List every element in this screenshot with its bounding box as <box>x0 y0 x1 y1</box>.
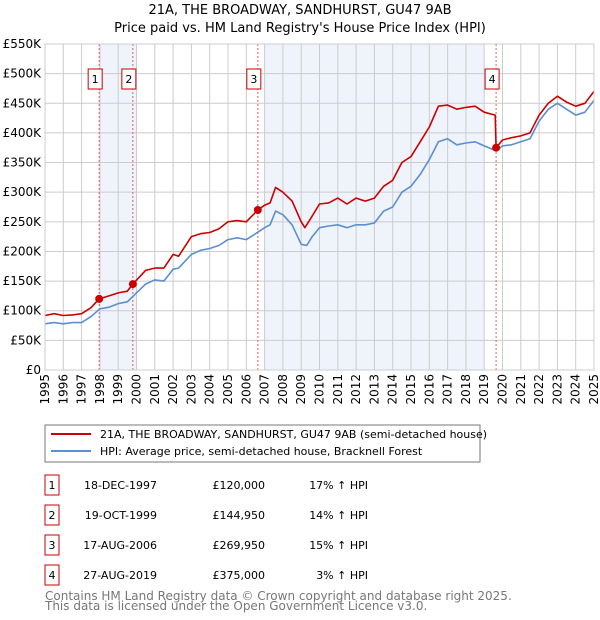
x-tick-label: 2004 <box>203 374 217 405</box>
x-tick-label: 2010 <box>313 374 327 405</box>
property-price-line <box>44 90 595 317</box>
transaction-hpi-diff: 17% ↑ HPI <box>309 479 368 492</box>
plot-area: 1995 1996 1997 1998 1999 2000 2001 2002 2003 2004… <box>3 37 600 405</box>
transaction-price: £144,950 <box>213 509 266 522</box>
transaction-date: 19-OCT-1999 <box>85 509 157 522</box>
x-tick-label: 2003 <box>184 374 198 405</box>
y-tick-label: £500K <box>3 67 43 81</box>
transaction-number: 4 <box>49 569 56 582</box>
y-tick-label: £50K <box>10 333 42 347</box>
transaction-number-box <box>44 504 60 526</box>
sale-point[interactable] <box>492 143 501 152</box>
y-tick-label: £400K <box>3 126 43 140</box>
x-tick-label: 2006 <box>239 374 253 405</box>
x-tick-label: 1998 <box>93 374 107 405</box>
x-tick-label: 2007 <box>258 374 272 405</box>
x-tick-label: 2000 <box>130 374 144 405</box>
x-tick-label: 2012 <box>349 374 363 405</box>
transaction-number-box <box>44 534 60 556</box>
transaction-date: 27-AUG-2019 <box>83 569 157 582</box>
y-tick-label: £450K <box>3 96 43 110</box>
transaction-number: 1 <box>49 479 56 492</box>
transaction-number: 2 <box>49 509 56 522</box>
x-tick-label: 2002 <box>166 374 180 405</box>
sale-number-label: 2 <box>125 73 132 86</box>
sale-number-label: 3 <box>250 73 257 86</box>
transaction-row: 4 27-AUG-2019 £375,000 3% ↑ HPI <box>44 564 368 586</box>
x-tick-label: 2016 <box>422 374 436 405</box>
y-tick-label: £350K <box>3 156 43 170</box>
x-tick-label: 2018 <box>459 374 473 405</box>
transaction-hpi-diff: 14% ↑ HPI <box>309 509 368 522</box>
y-tick-label: £0 <box>26 363 41 377</box>
y-tick-label: £150K <box>3 274 43 288</box>
transaction-row: 1 18-DEC-1997 £120,000 17% ↑ HPI <box>44 474 368 496</box>
transaction-price: £269,950 <box>213 539 266 552</box>
legend: 21A, THE BROADWAY, SANDHURST, GU47 9AB (… <box>44 424 487 463</box>
x-tick-label: 2013 <box>367 374 381 405</box>
x-tick-label: 1996 <box>56 374 70 405</box>
x-tick-label: 2023 <box>550 374 564 405</box>
sale-number-box <box>121 68 137 90</box>
x-tick-label: 2011 <box>331 374 345 405</box>
sale-number-box <box>246 68 262 90</box>
x-tick-label: 2005 <box>221 374 235 405</box>
y-tick-label: £550K <box>3 37 43 51</box>
x-tick-label: 2022 <box>532 374 546 405</box>
x-tick-label: 2009 <box>294 374 308 405</box>
legend-label-hpi: HPI: Average price, semi-detached house,… <box>100 445 423 458</box>
transaction-price: £120,000 <box>213 479 266 492</box>
sale-number-box <box>87 68 103 90</box>
sale-number-label: 1 <box>92 73 99 86</box>
transaction-number-box <box>44 564 60 586</box>
y-tick-label: £250K <box>3 215 43 229</box>
plot-border <box>44 43 595 371</box>
transactions-table: 1 18-DEC-1997 £120,000 17% ↑ HPI 2 19-OCT-199… <box>44 474 368 586</box>
transaction-date: 17-AUG-2006 <box>83 539 157 552</box>
chart-title-line2: Price paid vs. HM Land Registry's House … <box>114 21 486 36</box>
transaction-date: 18-DEC-1997 <box>84 479 157 492</box>
x-tick-label: 2008 <box>276 374 290 405</box>
legend-box <box>44 424 481 463</box>
y-tick-label: £100K <box>3 304 43 318</box>
x-tick-label: 2020 <box>496 374 510 405</box>
transaction-row: 2 19-OCT-1999 £144,950 14% ↑ HPI <box>44 504 368 526</box>
transaction-number-box <box>44 474 60 496</box>
sale-number-box <box>484 68 500 90</box>
x-tick-label: 2025 <box>587 374 600 405</box>
sale-point[interactable] <box>95 294 104 303</box>
sale-point[interactable] <box>128 280 137 289</box>
transaction-number: 3 <box>49 539 56 552</box>
footer-licence: This data is licensed under the Open Gov… <box>44 599 427 613</box>
x-tick-label: 1999 <box>111 374 125 405</box>
x-tick-label: 2014 <box>386 374 400 405</box>
legend-label-property: 21A, THE BROADWAY, SANDHURST, GU47 9AB (… <box>100 428 487 441</box>
x-tick-label: 1995 <box>38 374 52 405</box>
x-tick-label: 2015 <box>404 374 418 405</box>
footer-copyright: Contains HM Land Registry data © Crown c… <box>45 589 512 603</box>
sale-number-label: 4 <box>489 73 496 86</box>
transaction-price: £375,000 <box>213 569 266 582</box>
transaction-hpi-diff: 15% ↑ HPI <box>309 539 368 552</box>
x-tick-label: 1997 <box>75 374 89 405</box>
x-tick-label: 2017 <box>441 374 455 405</box>
x-tick-label: 2019 <box>477 374 491 405</box>
x-tick-label: 2001 <box>148 374 162 405</box>
x-tick-label: 2024 <box>569 374 583 405</box>
y-tick-label: £200K <box>3 244 43 258</box>
transaction-hpi-diff: 3% ↑ HPI <box>316 569 368 582</box>
chart-title-line1: 21A, THE BROADWAY, SANDHURST, GU47 9AB <box>148 3 451 18</box>
hpi-line <box>44 99 595 325</box>
x-tick-label: 2021 <box>514 374 528 405</box>
y-tick-label: £300K <box>3 185 43 199</box>
transaction-row: 3 17-AUG-2006 £269,950 15% ↑ HPI <box>44 534 368 556</box>
sale-point[interactable] <box>253 205 262 214</box>
